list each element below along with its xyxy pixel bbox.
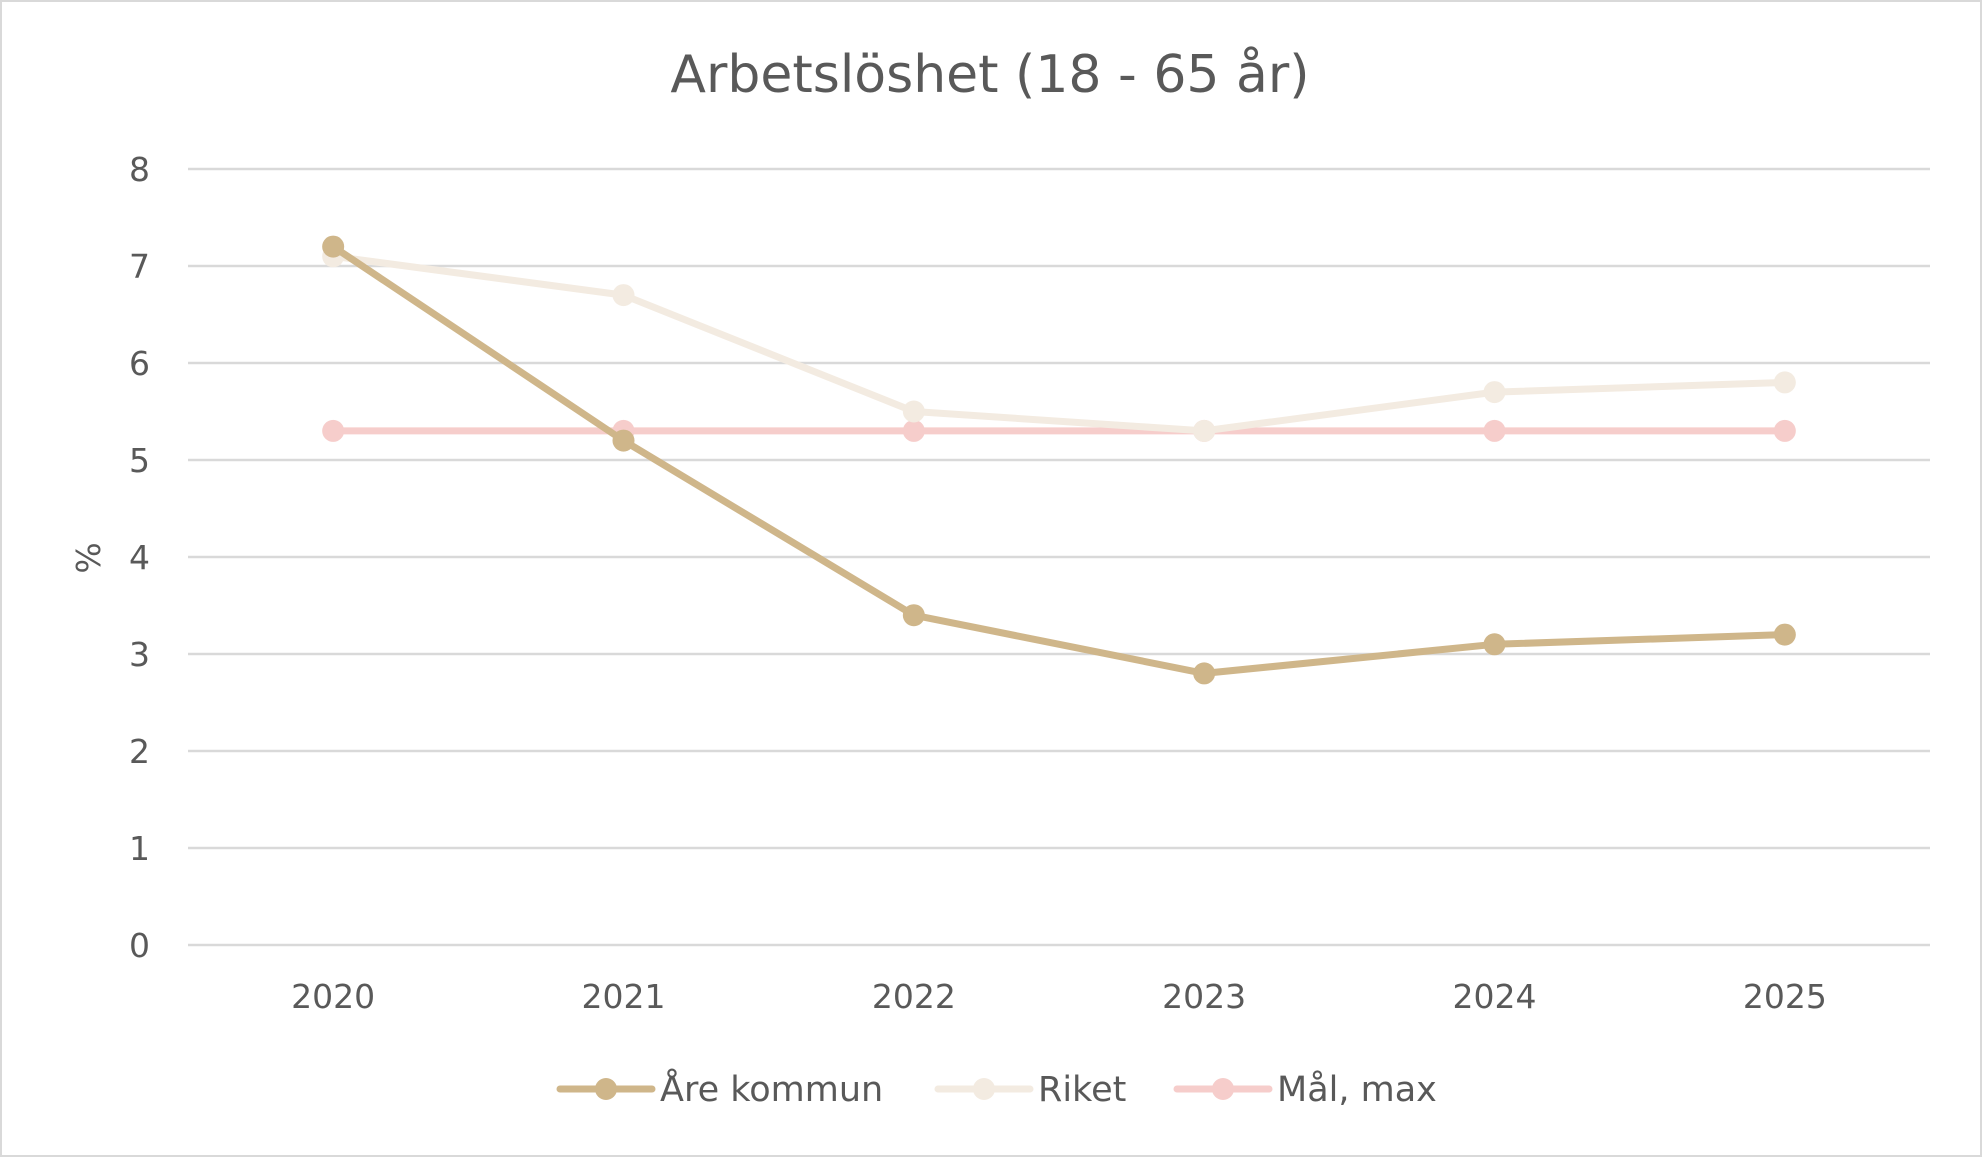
data-point bbox=[612, 429, 635, 452]
series-1 bbox=[322, 245, 1796, 442]
series-line bbox=[329, 243, 1789, 677]
data-point bbox=[1483, 419, 1506, 442]
data-point bbox=[1773, 419, 1796, 442]
gridlines bbox=[188, 167, 1930, 947]
legend-swatch-marker bbox=[973, 1078, 995, 1100]
legend-swatch-marker bbox=[595, 1078, 617, 1100]
x-axis-ticks: 2020 2021 2022 2023 2024 2025 bbox=[291, 977, 1827, 1016]
legend-item: Riket bbox=[934, 1070, 1126, 1110]
legend-item: Åre kommun bbox=[556, 1067, 883, 1110]
data-point bbox=[1773, 371, 1796, 394]
y-tick-label: 6 bbox=[129, 344, 150, 383]
y-tick-label: 5 bbox=[129, 441, 150, 480]
y-tick-label: 8 bbox=[129, 150, 150, 189]
series-layer bbox=[322, 235, 1796, 685]
data-point bbox=[1773, 623, 1796, 646]
data-point bbox=[1193, 662, 1216, 685]
data-point bbox=[322, 235, 345, 258]
x-tick-label: 2024 bbox=[1453, 977, 1537, 1016]
x-tick-label: 2022 bbox=[872, 977, 956, 1016]
y-axis-ticks: 0 1 2 3 4 5 6 7 8 bbox=[129, 150, 150, 965]
legend: Åre kommun Riket Mål, max bbox=[556, 1067, 1437, 1110]
y-tick-label: 0 bbox=[129, 926, 150, 965]
legend-swatch-marker bbox=[1212, 1078, 1234, 1100]
x-tick-label: 2020 bbox=[291, 977, 375, 1016]
y-tick-label: 1 bbox=[129, 829, 150, 868]
y-tick-label: 3 bbox=[129, 635, 150, 674]
x-tick-label: 2025 bbox=[1743, 977, 1827, 1016]
data-point bbox=[1483, 633, 1506, 656]
y-tick-label: 7 bbox=[129, 247, 150, 286]
legend-label: Riket bbox=[1038, 1070, 1126, 1110]
chart-title: Arbetslöshet (18 - 65 år) bbox=[670, 45, 1309, 105]
data-point bbox=[1483, 381, 1506, 404]
data-point bbox=[612, 284, 635, 307]
legend-label: Mål, max bbox=[1277, 1069, 1437, 1110]
y-axis-label: % bbox=[69, 542, 108, 573]
series-line bbox=[329, 252, 1789, 435]
x-tick-label: 2021 bbox=[582, 977, 666, 1016]
data-point bbox=[322, 419, 345, 442]
data-point bbox=[1193, 419, 1216, 442]
series-0 bbox=[322, 235, 1796, 685]
x-tick-label: 2023 bbox=[1162, 977, 1246, 1016]
legend-label: Åre kommun bbox=[660, 1067, 883, 1110]
y-tick-label: 4 bbox=[129, 538, 150, 577]
data-point bbox=[902, 604, 925, 627]
legend-item: Mål, max bbox=[1173, 1069, 1437, 1110]
data-point bbox=[902, 419, 925, 442]
y-tick-label: 2 bbox=[129, 732, 150, 771]
data-point bbox=[902, 400, 925, 423]
